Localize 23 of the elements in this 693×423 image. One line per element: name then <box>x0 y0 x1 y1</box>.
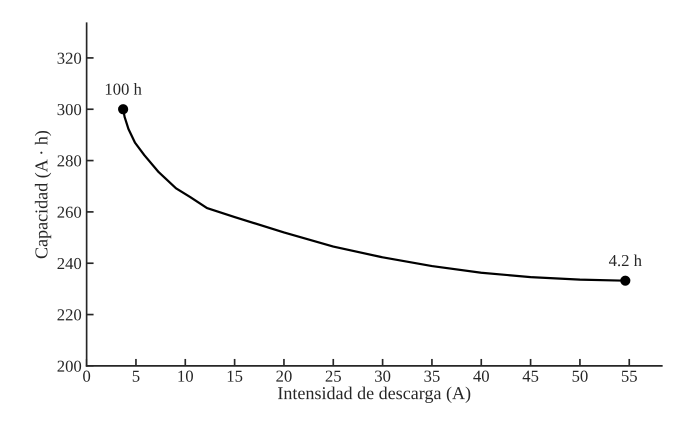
x-axis-title: Intensidad de descarga (A) <box>278 386 470 403</box>
x-tick-label: 15 <box>228 370 242 382</box>
x-tick-label: 5 <box>132 370 140 382</box>
x-tick-label: 25 <box>326 370 341 382</box>
y-tick-label: 220 <box>57 309 82 321</box>
y-tick-label: 240 <box>57 258 82 270</box>
x-tick-label: 45 <box>522 370 538 382</box>
x-tick-label: 55 <box>622 370 637 382</box>
y-tick-label: 280 <box>57 155 82 167</box>
y-tick-label: 320 <box>58 52 82 64</box>
y-tick-label: 200 <box>57 360 82 372</box>
y-tick-label: 260 <box>57 206 82 218</box>
y-axis-title: Capacidad (A · h) <box>34 130 52 258</box>
annotation: 4.2 h <box>608 254 642 266</box>
x-tick-label: 20 <box>276 370 292 382</box>
y-tick-label: 300 <box>58 104 82 116</box>
x-tick-label: 35 <box>424 370 440 382</box>
x-tick-label: 10 <box>178 370 193 382</box>
x-tick-label: 40 <box>473 370 489 382</box>
x-tick-label: 0 <box>83 370 90 382</box>
x-tick-label: 30 <box>375 370 390 382</box>
x-tick-label: 50 <box>572 370 588 382</box>
annotation: 100 h <box>106 83 142 95</box>
